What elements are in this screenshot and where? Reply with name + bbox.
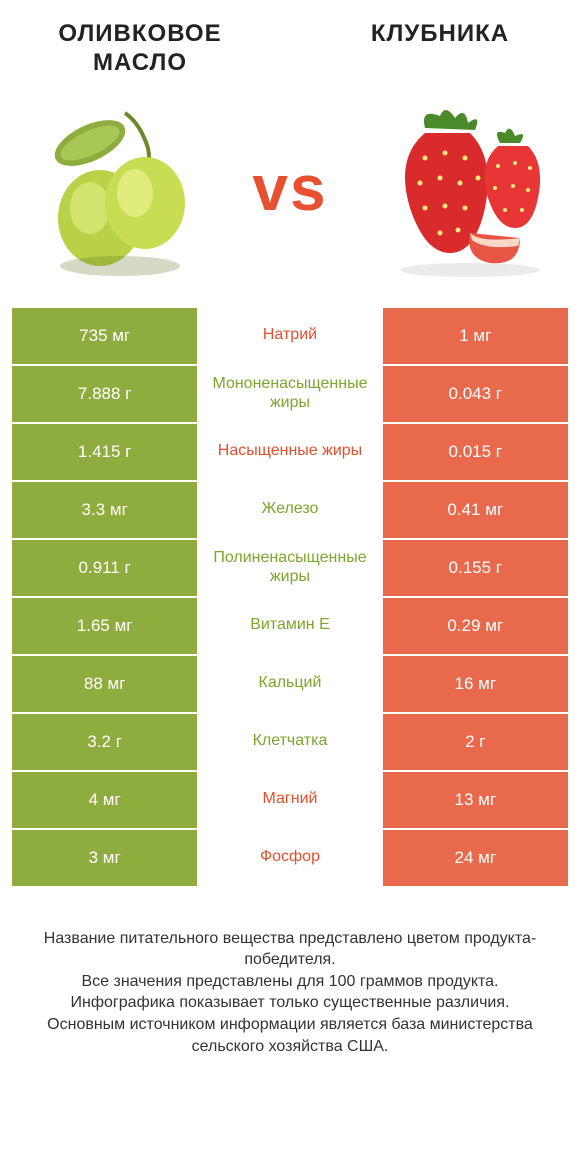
- table-row: 1.415 гНасыщенные жиры0.015 г: [12, 424, 568, 482]
- nutrient-label: Магний: [197, 772, 382, 828]
- olive-image: [30, 98, 210, 278]
- table-row: 4 мгМагний13 мг: [12, 772, 568, 830]
- table-row: 88 мгКальций16 мг: [12, 656, 568, 714]
- value-left: 3.2 г: [12, 714, 197, 770]
- value-right: 0.29 мг: [383, 598, 568, 654]
- value-left: 4 мг: [12, 772, 197, 828]
- value-left: 7.888 г: [12, 366, 197, 422]
- vs-label: vs: [252, 151, 327, 225]
- table-row: 3 мгФосфор24 мг: [12, 830, 568, 888]
- footnote-text: Название питательного вещества представл…: [44, 930, 536, 1055]
- value-right: 13 мг: [383, 772, 568, 828]
- value-right: 0.41 мг: [383, 482, 568, 538]
- table-row: 735 мгНатрий1 мг: [12, 308, 568, 366]
- table-row: 1.65 мгВитамин E0.29 мг: [12, 598, 568, 656]
- value-left: 735 мг: [12, 308, 197, 364]
- comparison-table: 735 мгНатрий1 мг7.888 гМононенасыщенные …: [12, 308, 568, 888]
- value-right: 0.015 г: [383, 424, 568, 480]
- value-left: 3 мг: [12, 830, 197, 886]
- value-left: 1.415 г: [12, 424, 197, 480]
- header: Оливковое масло Клубника: [0, 0, 580, 88]
- table-row: 3.2 гКлетчатка2 г: [12, 714, 568, 772]
- value-right: 24 мг: [383, 830, 568, 886]
- images-row: vs: [0, 88, 580, 308]
- value-right: 1 мг: [383, 308, 568, 364]
- table-row: 3.3 мгЖелезо0.41 мг: [12, 482, 568, 540]
- value-left: 88 мг: [12, 656, 197, 712]
- value-left: 0.911 г: [12, 540, 197, 596]
- nutrient-label: Мононенасыщенные жиры: [197, 366, 382, 422]
- table-row: 7.888 гМононенасыщенные жиры0.043 г: [12, 366, 568, 424]
- nutrient-label: Железо: [197, 482, 382, 538]
- left-title: Оливковое масло: [30, 20, 250, 78]
- nutrient-label: Клетчатка: [197, 714, 382, 770]
- nutrient-label: Натрий: [197, 308, 382, 364]
- nutrient-label: Насыщенные жиры: [197, 424, 382, 480]
- nutrient-label: Полиненасыщенные жиры: [197, 540, 382, 596]
- right-title: Клубника: [330, 20, 550, 78]
- value-right: 0.155 г: [383, 540, 568, 596]
- strawberry-image: [370, 98, 550, 278]
- value-right: 2 г: [383, 714, 568, 770]
- table-row: 0.911 гПолиненасыщенные жиры0.155 г: [12, 540, 568, 598]
- value-right: 0.043 г: [383, 366, 568, 422]
- value-left: 3.3 мг: [12, 482, 197, 538]
- olive-icon: [30, 98, 210, 278]
- strawberry-icon: [370, 98, 550, 278]
- value-right: 16 мг: [383, 656, 568, 712]
- nutrient-label: Фосфор: [197, 830, 382, 886]
- nutrient-label: Витамин E: [197, 598, 382, 654]
- footnote: Название питательного вещества представл…: [0, 888, 580, 1068]
- nutrient-label: Кальций: [197, 656, 382, 712]
- value-left: 1.65 мг: [12, 598, 197, 654]
